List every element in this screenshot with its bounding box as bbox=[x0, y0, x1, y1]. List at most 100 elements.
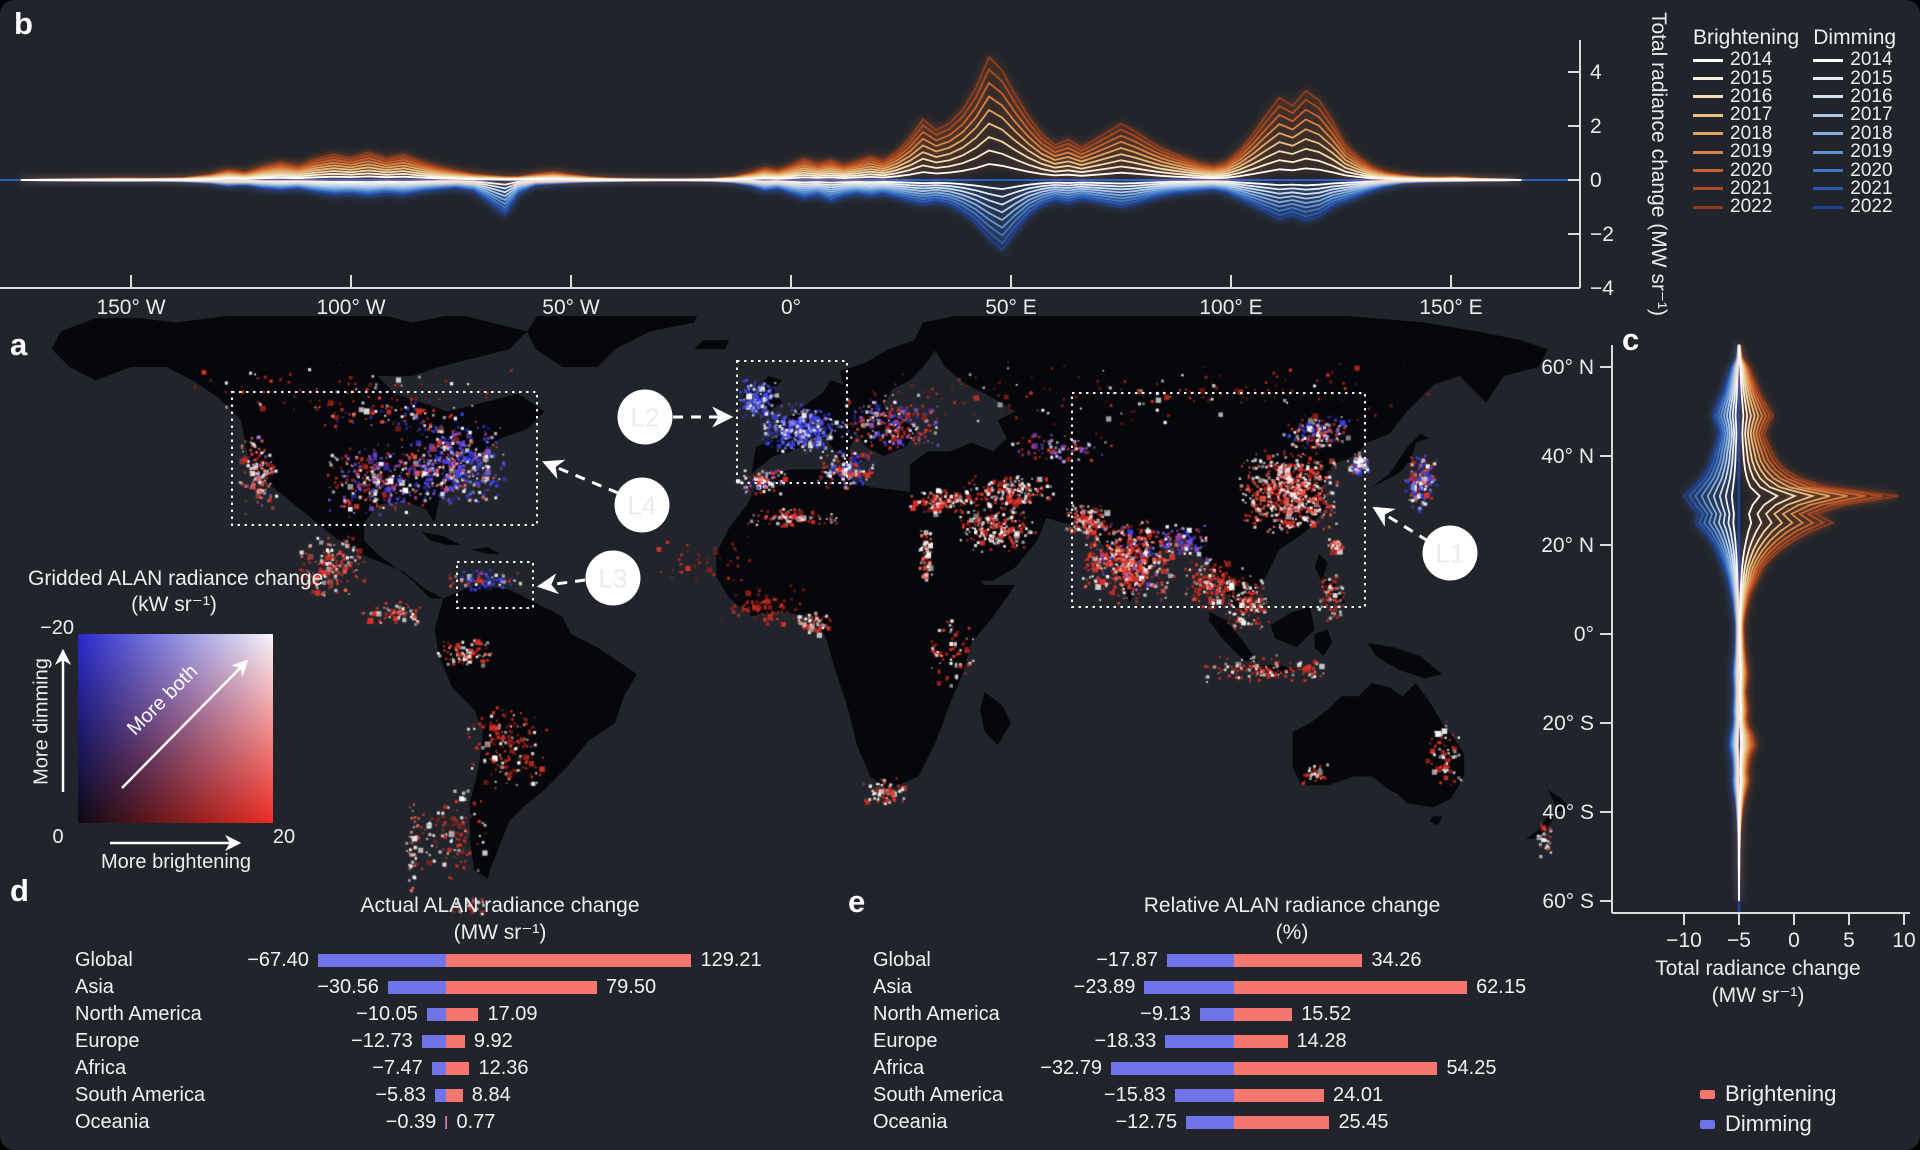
panel-c-axes bbox=[1600, 345, 1910, 925]
brightening-year-label: 2020 bbox=[1730, 159, 1773, 181]
brightening-curve-2020 bbox=[20, 81, 1522, 181]
brightening-bar bbox=[1234, 1061, 1438, 1075]
region-box-caribbean bbox=[456, 561, 534, 609]
dimming-bar bbox=[1166, 953, 1234, 967]
brightening-bar bbox=[446, 1061, 470, 1075]
brightening-value: 62.15 bbox=[1476, 976, 1527, 998]
dimming-curves bbox=[20, 179, 1522, 252]
brightening-2022-line-swatch bbox=[1693, 205, 1723, 209]
c-dimming-curves bbox=[1682, 344, 1740, 902]
legend-column-brightening: Brightening 2014 2015 2016 2017 2018 2019 2020… bbox=[1693, 26, 1799, 217]
panel-e-units: (%) bbox=[1275, 921, 1309, 944]
c-x-tick-label: 10 bbox=[1892, 929, 1915, 952]
legend-row-brightening-2014: 2014 bbox=[1693, 50, 1799, 69]
brightening-2018-line-swatch bbox=[1693, 132, 1723, 136]
c-lat-tick-label: 20° S bbox=[1542, 712, 1594, 735]
c-x-axis-units: (MW sr⁻¹) bbox=[1712, 984, 1805, 1007]
b-x-tick-label: 150° W bbox=[96, 296, 165, 319]
brightening-2019-line-swatch bbox=[1693, 150, 1723, 154]
brightening-year-label: 2015 bbox=[1730, 67, 1773, 89]
legend-brightening-title: Brightening bbox=[1693, 26, 1800, 49]
brightening-bar bbox=[1234, 1115, 1330, 1129]
dimming-2017-line-swatch bbox=[1813, 113, 1844, 117]
brightening-value: 12.36 bbox=[478, 1057, 529, 1079]
callout-l3-label: L3 bbox=[599, 563, 628, 593]
brightening-year-label: 2021 bbox=[1730, 177, 1773, 199]
panel-a-letter: a bbox=[10, 327, 28, 362]
brightening-year-label: 2016 bbox=[1730, 85, 1773, 107]
brightening-curve-2014 bbox=[20, 163, 1522, 181]
callout-l2: L2 bbox=[617, 389, 673, 445]
c-brightening-curve bbox=[1738, 344, 1816, 902]
dimming-2022-line-swatch bbox=[1813, 205, 1844, 209]
b-x-tick-label: 50° E bbox=[985, 296, 1037, 319]
dimming-value: −15.83 bbox=[1103, 1084, 1166, 1106]
bar-category-label: Oceania bbox=[75, 1111, 150, 1133]
dimming-2019-line-swatch bbox=[1813, 150, 1844, 154]
brightening-bar bbox=[446, 1034, 465, 1048]
b-x-tick-label: 150° E bbox=[1419, 296, 1482, 319]
bar-category-label: Africa bbox=[75, 1057, 127, 1079]
panel-b-letter: b bbox=[14, 6, 33, 41]
dimming-bar bbox=[1111, 1061, 1234, 1075]
dimming-2020-line-swatch bbox=[1813, 169, 1844, 173]
legend-row-brightening-2021: 2021 bbox=[1693, 177, 1799, 199]
legend-row-dimming-2014: 2014 bbox=[1813, 50, 1896, 69]
b-y-tick-label: 0 bbox=[1590, 169, 1602, 192]
brightening-value: 9.92 bbox=[473, 1030, 513, 1052]
dimming-curve-2016 bbox=[20, 179, 1522, 206]
c-brightening-curve bbox=[1738, 344, 1831, 902]
brightening-curve-2019 bbox=[20, 95, 1522, 181]
brightening-value: 8.84 bbox=[471, 1084, 511, 1106]
legend-row-dimming-2017: 2017 bbox=[1813, 105, 1896, 124]
dimming-curve-2018 bbox=[20, 179, 1522, 222]
legend-row-brightening-2017: 2017 bbox=[1693, 105, 1799, 124]
brightening-curve-2022 bbox=[20, 55, 1522, 181]
b-x-tick-label: 100° E bbox=[1199, 296, 1262, 319]
dimming-bar bbox=[387, 980, 446, 994]
bar-category-label: North America bbox=[75, 1003, 202, 1025]
dimming-swatch bbox=[1700, 1119, 1715, 1129]
c-x-tick-label: −10 bbox=[1666, 929, 1702, 952]
brightening-curves bbox=[20, 55, 1522, 181]
legend-row-brightening-2016: 2016 bbox=[1693, 85, 1799, 107]
legend-row-dimming-2019: 2019 bbox=[1813, 141, 1896, 163]
b-x-tick-label: 100° W bbox=[316, 296, 385, 319]
b-y-tick-label: 2 bbox=[1590, 115, 1602, 138]
brightening-value: 15.52 bbox=[1301, 1003, 1352, 1025]
panel-c-letter: c bbox=[1622, 322, 1640, 357]
brightening-curve-2016 bbox=[20, 135, 1522, 181]
more-both-arrow bbox=[121, 659, 249, 789]
brightening-value: 14.28 bbox=[1296, 1030, 1347, 1052]
c-lat-tick-label: 20° N bbox=[1541, 534, 1594, 557]
b-y-tick-label: −2 bbox=[1590, 223, 1614, 246]
dimming-bar bbox=[431, 1061, 446, 1075]
legend-row-dimming-2021: 2021 bbox=[1813, 179, 1896, 198]
panel-d-title: Actual ALAN radiance change bbox=[360, 894, 640, 917]
brightening-2017-line-swatch bbox=[1693, 113, 1723, 117]
brightening-curve-2017 bbox=[20, 122, 1522, 181]
legend-dimming-title: Dimming bbox=[1813, 26, 1897, 49]
dimming-curve-2014 bbox=[20, 179, 1522, 191]
dimming-2021-line-swatch bbox=[1813, 187, 1844, 191]
brightening-bar bbox=[1234, 1088, 1325, 1102]
legend-row-brightening-2015: 2015 bbox=[1693, 67, 1799, 89]
bar-category-label: Asia bbox=[873, 976, 912, 998]
brightening-value: 0.77 bbox=[456, 1111, 496, 1133]
region-box-asia bbox=[1071, 392, 1366, 608]
dimming-year-label: 2019 bbox=[1850, 141, 1893, 163]
dimming-value: −30.56 bbox=[317, 976, 379, 998]
dimming-value: −67.40 bbox=[247, 949, 309, 971]
brightening-value: 17.09 bbox=[487, 1003, 538, 1025]
brightening-bar bbox=[446, 980, 598, 994]
panel-b-chart: 150° W 100° W 50° W 0° 50° E 100° E 150° E 4 2 0 −… bbox=[0, 12, 1670, 319]
dimming-bar bbox=[421, 1034, 446, 1048]
dimming-year-label: 2022 bbox=[1850, 196, 1893, 218]
dimming-bar bbox=[1165, 1034, 1234, 1048]
dimming-bar bbox=[434, 1088, 446, 1102]
dimming-year-label: 2020 bbox=[1850, 159, 1893, 181]
dimming-value: −5.83 bbox=[375, 1084, 426, 1106]
legend-row-dimming-2016: 2016 bbox=[1813, 87, 1896, 106]
